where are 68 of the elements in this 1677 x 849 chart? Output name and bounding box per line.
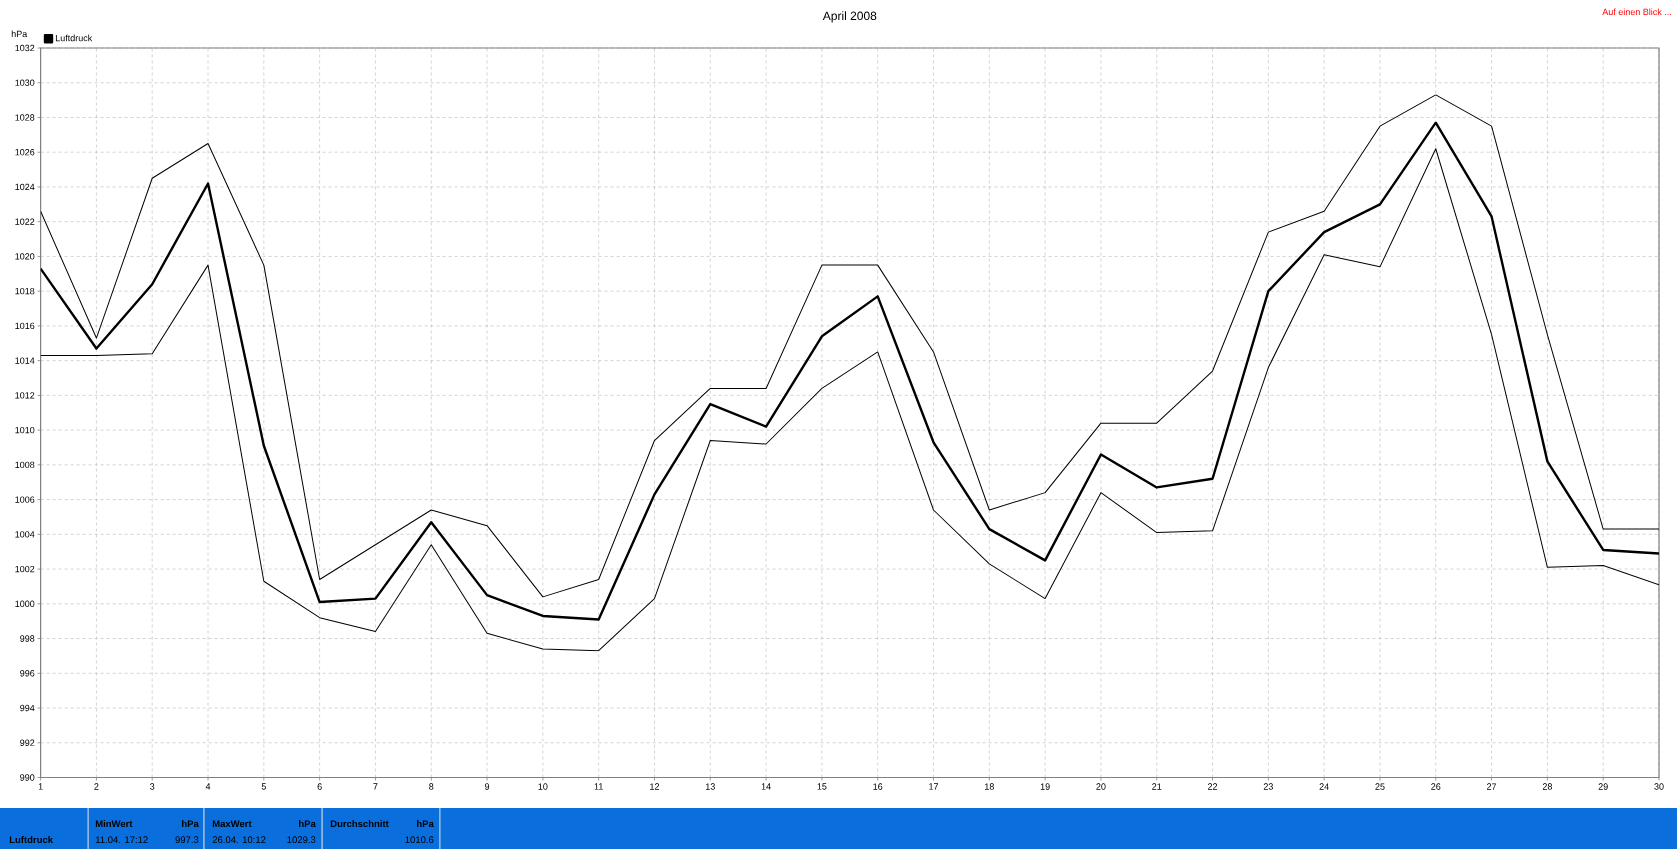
y-tick-label: 1032 bbox=[15, 44, 35, 52]
x-tick-label: 25 bbox=[1375, 783, 1385, 790]
text: 26.04. 10:12 bbox=[212, 836, 266, 844]
text: Durchschnitt bbox=[330, 820, 389, 828]
x-tick-label: 28 bbox=[1542, 783, 1552, 790]
text: Auf einen Blick ... bbox=[1602, 8, 1671, 16]
y-tick-label: 1028 bbox=[15, 114, 35, 121]
x-tick-label: 29 bbox=[1598, 783, 1608, 790]
x-tick-label: 21 bbox=[1152, 783, 1162, 790]
x-tick-label: 7 bbox=[373, 783, 378, 790]
x-tick-label: 20 bbox=[1096, 783, 1106, 790]
y-tick-label: 1008 bbox=[15, 461, 35, 469]
x-tick-label: 26 bbox=[1431, 783, 1441, 790]
text: Luftdruck bbox=[9, 836, 54, 844]
y-tick-label: 1004 bbox=[15, 531, 35, 538]
x-tick-label: 14 bbox=[761, 783, 771, 790]
text: hPa bbox=[299, 820, 316, 828]
x-tick-label: 18 bbox=[985, 783, 994, 790]
y-tick-label: 1018 bbox=[15, 287, 35, 295]
y-tick-label: 990 bbox=[20, 774, 35, 781]
y-tick-label: 1002 bbox=[15, 565, 35, 573]
y-tick-label: 1030 bbox=[15, 79, 35, 86]
text: hPa bbox=[182, 820, 199, 828]
x-tick-label: 13 bbox=[705, 783, 715, 790]
y-tick-label: 1014 bbox=[15, 357, 35, 364]
x-tick-label: 11 bbox=[594, 783, 603, 790]
y-tick-label: 1006 bbox=[15, 496, 35, 503]
text: hPa bbox=[417, 820, 434, 828]
x-tick-label: 1 bbox=[38, 783, 43, 790]
y-tick-label: 1010 bbox=[15, 426, 35, 434]
legend-label: Luftdruck bbox=[55, 34, 93, 42]
x-tick-label: 10 bbox=[538, 783, 548, 790]
x-tick-label: 17 bbox=[929, 783, 939, 790]
x-tick-label: 9 bbox=[484, 783, 490, 790]
x-tick-label: 30 bbox=[1654, 783, 1664, 790]
x-tick-label: 4 bbox=[205, 783, 211, 790]
y-tick-label: 996 bbox=[20, 670, 35, 677]
y-tick-label: 998 bbox=[20, 635, 35, 642]
y-tick-label: 1000 bbox=[15, 600, 35, 607]
y-tick-label: 1022 bbox=[15, 218, 35, 225]
x-tick-label: 2 bbox=[94, 783, 99, 790]
chart-title: April 2008 bbox=[822, 11, 877, 23]
y-tick-label: 1024 bbox=[15, 183, 35, 191]
y-tick-label: 1016 bbox=[15, 322, 35, 330]
x-tick-label: 24 bbox=[1319, 783, 1329, 790]
text: MaxWert bbox=[212, 820, 252, 828]
x-tick-label: 27 bbox=[1487, 783, 1497, 790]
x-tick-label: 19 bbox=[1040, 783, 1050, 790]
y-tick-label: 1012 bbox=[15, 392, 35, 399]
x-tick-label: 16 bbox=[873, 783, 883, 790]
x-tick-label: 6 bbox=[317, 783, 322, 790]
x-tick-label: 22 bbox=[1207, 783, 1218, 790]
x-tick-label: 12 bbox=[650, 783, 660, 790]
y-axis-title: hPa bbox=[11, 30, 28, 38]
y-tick-label: 1026 bbox=[15, 149, 35, 156]
x-tick-label: 5 bbox=[261, 783, 266, 790]
text: MinWert bbox=[95, 820, 133, 828]
x-tick-label: 23 bbox=[1263, 783, 1273, 790]
y-tick-label: 992 bbox=[20, 739, 35, 746]
y-tick-label: 1020 bbox=[15, 253, 35, 260]
text: 1010.6 bbox=[405, 836, 434, 844]
y-tick-label: 994 bbox=[20, 704, 35, 712]
text: 1029.3 bbox=[287, 836, 316, 844]
x-tick-label: 15 bbox=[817, 783, 827, 790]
text: 11.04. 17:12 bbox=[95, 836, 148, 844]
x-tick-label: 8 bbox=[429, 783, 434, 790]
text: 997.3 bbox=[175, 836, 199, 844]
x-tick-label: 3 bbox=[150, 783, 155, 790]
